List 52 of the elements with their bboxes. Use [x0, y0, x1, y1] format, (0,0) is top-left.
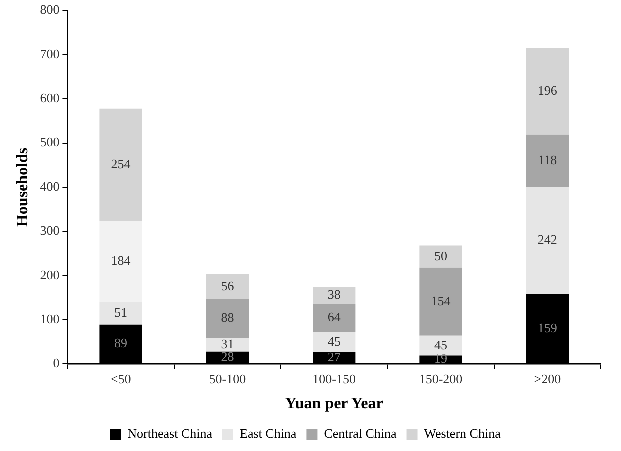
bar	[526, 187, 569, 294]
data-label: 64	[328, 310, 342, 325]
data-label: 118	[538, 152, 558, 168]
legend-label: Central China	[324, 426, 397, 441]
data-label: 19	[434, 351, 448, 366]
x-tick-label: >200	[534, 371, 562, 386]
bar	[206, 338, 250, 352]
data-label: 254	[111, 156, 132, 172]
data-label: 38	[328, 287, 341, 302]
bar	[526, 48, 569, 135]
y-tick-label: 600	[40, 90, 60, 106]
data-label: 51	[114, 305, 128, 320]
legend-label: East China	[240, 426, 297, 441]
data-label: 184	[111, 253, 132, 268]
x-tick-label: 100-150	[312, 371, 356, 386]
bar	[420, 246, 462, 268]
y-tick-label: 800	[40, 2, 60, 18]
x-axis-title: Yuan per Year	[285, 396, 384, 413]
x-tick-label: <50	[110, 371, 132, 386]
bar	[206, 274, 250, 300]
bar	[526, 134, 569, 188]
y-tick-label: 200	[40, 267, 60, 282]
x-tick-label: 150-200	[419, 371, 463, 386]
data-label: 88	[221, 310, 234, 326]
data-label: 28	[221, 349, 234, 364]
y-tick-label: 500	[40, 134, 60, 150]
data-label: 56	[221, 278, 235, 294]
data-label: 27	[328, 349, 342, 364]
bar	[313, 304, 356, 332]
y-axis-title: Households	[14, 148, 32, 228]
bar	[420, 336, 462, 356]
data-label: 196	[538, 83, 558, 98]
data-label: 154	[431, 293, 452, 308]
data-label: 45	[328, 334, 341, 349]
legend-label: Northeast China	[128, 426, 213, 441]
x-tick-label: 50-100	[209, 371, 246, 386]
data-label: 159	[538, 320, 558, 336]
data-label: 31	[221, 336, 234, 352]
y-tick-label: 300	[40, 223, 60, 238]
y-tick-label: 100	[40, 311, 60, 326]
y-tick-label: 400	[40, 178, 60, 194]
data-label: 242	[538, 232, 558, 247]
data-label: 89	[114, 336, 128, 351]
bar	[100, 108, 142, 222]
legend-label: Western China	[424, 426, 502, 441]
data-label: 45	[434, 337, 448, 352]
bar	[420, 268, 462, 336]
bar	[313, 332, 356, 352]
y-tick-label: 700	[40, 46, 60, 62]
data-label: 50	[434, 248, 448, 264]
bar	[206, 299, 250, 338]
y-tick-label: 0	[53, 356, 60, 371]
